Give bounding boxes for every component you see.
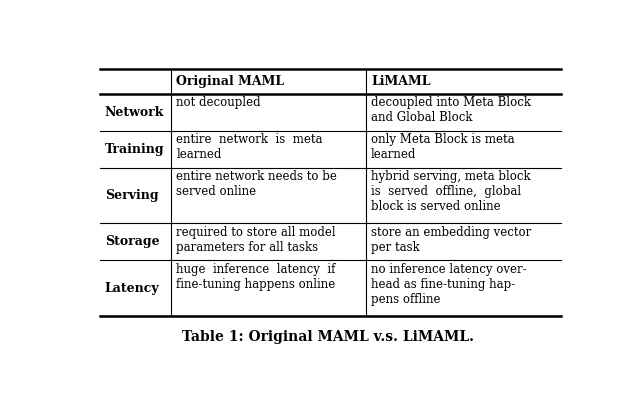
Text: not decoupled: not decoupled: [176, 96, 261, 109]
Text: Network: Network: [105, 106, 164, 118]
Text: huge  inference  latency  if
fine-tuning happens online: huge inference latency if fine-tuning ha…: [176, 263, 335, 291]
Text: only Meta Block is meta
learned: only Meta Block is meta learned: [371, 133, 515, 161]
Text: Table 1: Original MAML v.s. LiMAML.: Table 1: Original MAML v.s. LiMAML.: [182, 330, 474, 344]
Text: hybrid serving, meta block
is  served  offline,  global
block is served online: hybrid serving, meta block is served off…: [371, 170, 531, 213]
Text: required to store all model
parameters for all tasks: required to store all model parameters f…: [176, 226, 336, 254]
Text: no inference latency over-
head as fine-tuning hap-
pens offline: no inference latency over- head as fine-…: [371, 263, 527, 306]
Text: store an embedding vector
per task: store an embedding vector per task: [371, 226, 531, 254]
Text: Training: Training: [105, 143, 164, 156]
Text: LiMAML: LiMAML: [371, 75, 431, 88]
Text: Original MAML: Original MAML: [176, 75, 284, 88]
Text: Latency: Latency: [105, 282, 159, 295]
Text: decoupled into Meta Block
and Global Block: decoupled into Meta Block and Global Blo…: [371, 96, 531, 124]
Text: Serving: Serving: [105, 189, 159, 202]
Text: Storage: Storage: [105, 235, 159, 248]
Text: entire  network  is  meta
learned: entire network is meta learned: [176, 133, 323, 161]
Text: entire network needs to be
served online: entire network needs to be served online: [176, 170, 337, 198]
